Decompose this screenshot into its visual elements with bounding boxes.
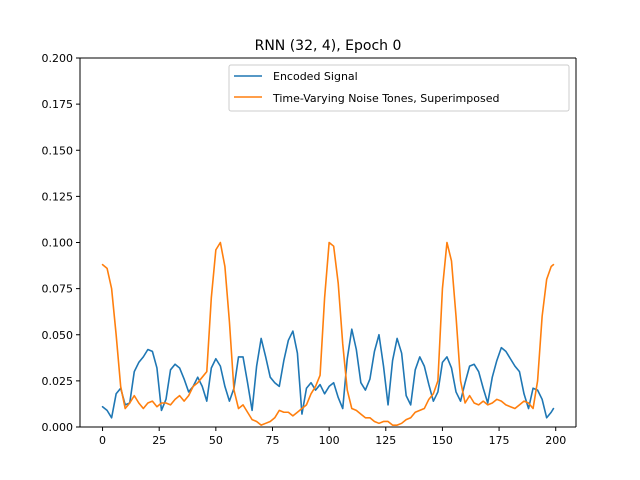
x-tick-label: 50 [209,434,223,447]
y-tick-label: 0.175 [42,98,74,111]
legend: Encoded Signal Time-Varying Noise Tones,… [228,64,570,112]
chart-title: RNN (32, 4), Epoch 0 [255,38,402,54]
axes-frame [79,57,577,428]
x-tick-label: 125 [375,434,396,447]
x-tick-label: 200 [545,434,566,447]
legend-box [228,64,570,112]
series-layer [101,241,555,426]
x-tick-label: 25 [152,434,166,447]
y-tick-label: 0.150 [42,144,74,157]
y-axis: 0.000 0.025 0.050 0.075 0.100 0.125 0.150 0.175… [42,52,80,434]
y-tick-label: 0.000 [42,421,74,434]
x-axis: 0 25 50 75 100 125 150 175 200 [99,427,566,447]
x-tick-label: 100 [319,434,340,447]
legend-label-encoded-signal: Encoded Signal [273,70,358,83]
y-tick-label: 0.125 [42,190,74,203]
x-tick-label: 175 [489,434,510,447]
series-line-encoded-signal [101,328,555,419]
y-tick-label: 0.025 [42,375,74,388]
legend-label-noise-tones: Time-Varying Noise Tones, Superimposed [272,92,499,105]
y-tick-label: 0.050 [42,329,74,342]
y-tick-label: 0.075 [42,283,74,296]
x-tick-label: 75 [265,434,279,447]
y-tick-label: 0.100 [42,237,74,250]
x-tick-label: 0 [99,434,106,447]
x-tick-label: 150 [432,434,453,447]
plot-area [80,58,576,427]
y-tick-label: 0.200 [42,52,74,65]
series-line-time-varying-noise-tones-superimposed [101,241,555,426]
